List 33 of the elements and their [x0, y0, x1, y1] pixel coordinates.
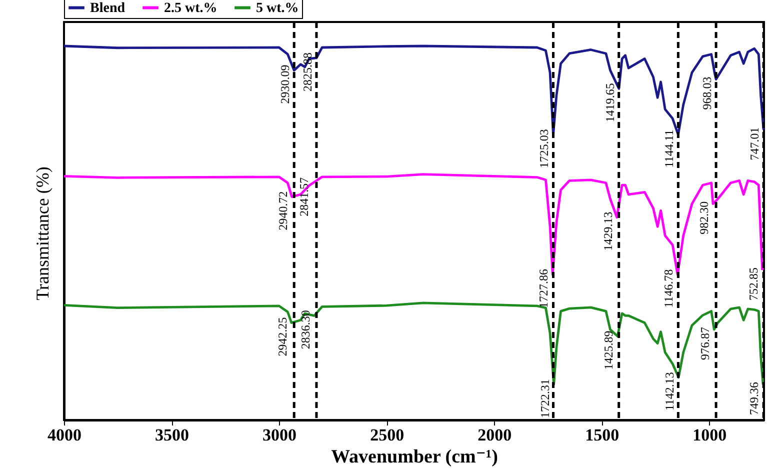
x-tick-label: 1500: [585, 426, 620, 444]
annotation: 752.85: [746, 268, 760, 301]
y-axis-title: Transmittance (%): [32, 166, 52, 300]
annotation: 2841.57: [297, 177, 312, 216]
annotation: 749.36: [747, 382, 762, 415]
annotation: 2836.30: [298, 310, 312, 350]
annotation: 1142.13: [662, 372, 677, 411]
annotation: 982.30: [696, 201, 711, 234]
annotation: 1425.89: [602, 330, 616, 370]
legend-label: Blend: [90, 0, 126, 16]
annotation: 968.03: [700, 76, 714, 110]
annotation: 1727.86: [536, 269, 551, 308]
x-tick-label: 2500: [370, 426, 404, 444]
annotation: 1722.31: [538, 378, 552, 418]
annotation: 747.01: [748, 127, 762, 160]
x-tick-label: 2000: [478, 426, 512, 444]
annotation: 1725.03: [537, 129, 552, 168]
annotation: 976.87: [698, 326, 712, 360]
annotation: 1146.78: [662, 269, 676, 308]
legend-label: 2.5 wt.%: [164, 0, 218, 16]
x-axis-title: Wavenumber (cm⁻¹): [331, 446, 498, 468]
annotation: 2940.72: [276, 191, 290, 230]
x-tick-label: 4000: [48, 426, 82, 444]
x-tick-label: 1000: [692, 426, 727, 444]
legend-label: 5 wt.%: [256, 0, 299, 16]
annotation: 2942.25: [275, 317, 290, 356]
x-tick-label: 3000: [262, 426, 297, 444]
annotation: 1144.11: [662, 130, 676, 168]
annotation: 1419.65: [602, 83, 617, 122]
annotation: 2930.09: [278, 64, 292, 104]
x-tick-label: 3500: [155, 426, 190, 444]
annotation: 1429.13: [600, 212, 615, 251]
annotation: 2825.88: [300, 52, 314, 92]
